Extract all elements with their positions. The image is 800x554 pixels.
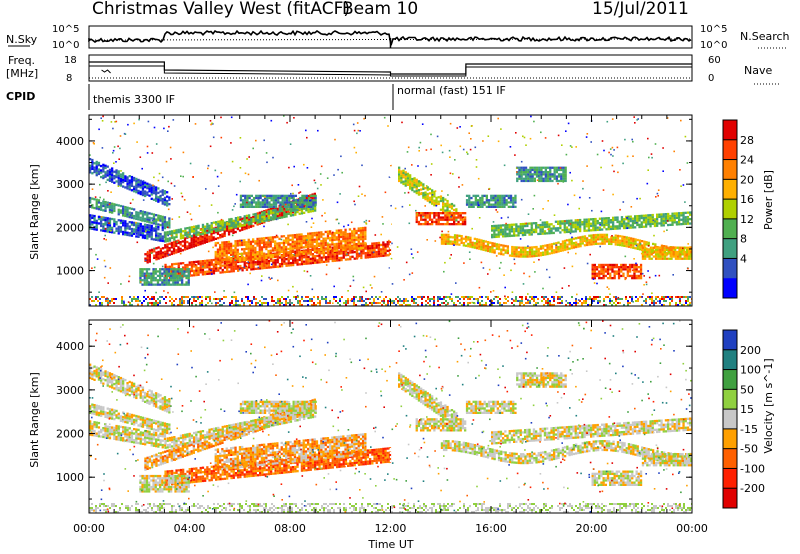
freq-unit: [MHz] [6,67,38,80]
nsearch-label: N.Search [740,30,790,43]
nave-label: Nave [744,64,772,77]
velocity-heatmap [89,320,692,513]
power-colorbar-tick: 12 [740,213,754,226]
velocity-ytick-label: 4000 [56,340,84,353]
x-axis-label: Time UT [367,538,413,551]
power-heatmap [89,115,692,306]
cpid-mode-themis: themis 3300 IF [93,93,175,106]
velocity-colorbar-tick: -100 [740,462,765,475]
power-colorbar-swatch [723,179,737,200]
power-colorbar-tick: 20 [740,173,754,186]
velocity-colorbar-swatch [723,369,737,390]
nsearch-tick-low: 10^0 [700,40,727,51]
cpid-label: CPID [6,90,35,103]
velocity-colorbar-swatch [723,428,737,450]
velocity-ytick-label: 2000 [56,428,84,441]
power-colorbar-swatch [723,218,737,240]
cpid-mode-normal: normal (fast) 151 IF [397,84,506,97]
x-tick-label: 20:00 [576,522,608,535]
velocity-colorbar-tick: -15 [740,423,758,436]
nsky-label: N.Sky [6,33,38,46]
velocity-colorbar-tick: 100 [740,364,761,377]
velocity-colorbar-swatch [723,349,737,371]
power-colorbar-swatch [723,278,737,299]
x-tick-label: 00:00 [73,522,105,535]
power-colorbar-label: Power [dB] [762,170,775,230]
power-colorbar-swatch [723,199,737,220]
velocity-colorbar-swatch [723,488,737,509]
velocity-colorbar-tick: 50 [740,383,754,396]
freq-trace [89,61,692,79]
nsky-tick-high: 10^5 [52,24,79,35]
power-ytick-label: 2000 [56,221,84,234]
nsky-tick-low: 10^0 [52,40,79,51]
x-tick-label: 12:00 [375,522,407,535]
x-tick-label: 04:00 [174,522,206,535]
power-colorbar: 28 24 20 16 12 8 4 [722,119,754,299]
power-y-axis: 1000 2000 3000 4000 [56,118,692,293]
velocity-colorbar-tick: -200 [740,482,765,495]
power-ytick-label: 3000 [56,178,84,191]
velocity-colorbar-swatch [723,448,737,469]
power-ytick-label: 1000 [56,265,84,278]
freq-tick-low: 8 [66,73,72,84]
freq-tick-high: 18 [64,55,77,66]
nsearch-tick-high: 10^5 [700,24,727,35]
power-ylabel: Slant Range [km] [28,164,41,260]
nave-tick-low: 0 [708,73,714,84]
beam-label: Beam 10 [342,0,418,19]
velocity-colorbar-swatch [723,330,737,351]
velocity-y-axis: 1000 2000 3000 4000 [56,323,692,500]
nave-tick-high: 60 [708,55,721,66]
velocity-colorbar-tick: 15 [740,403,754,416]
power-colorbar-tick: 8 [740,233,747,246]
nsky-trace [88,29,693,48]
date-label: 15/Jul/2011 [592,0,689,19]
velocity-colorbar-label: Velocity [m s^-1] [762,358,775,453]
power-colorbar-tick: 24 [740,154,754,167]
power-colorbar-swatch [723,120,737,141]
velocity-colorbar: 200 100 50 15 -15 -50 -100 -200 [722,329,765,509]
power-colorbar-swatch [723,258,737,279]
velocity-ylabel: Slant Range [km] [28,372,41,468]
velocity-colorbar-swatch [723,468,737,489]
velocity-ytick-label: 1000 [56,471,84,484]
power-colorbar-tick: 28 [740,134,754,147]
velocity-colorbar-swatch [723,409,737,430]
freq-panel [88,54,693,82]
velocity-colorbar-tick: 200 [740,344,761,357]
power-ytick-label: 4000 [56,135,84,148]
chart-title: Christmas Valley West (fitACF) [92,0,350,19]
x-tick-label: 08:00 [274,522,306,535]
power-colorbar-swatch [723,238,737,259]
x-tick-label: 00:00 [676,522,708,535]
power-colorbar-tick: 16 [740,193,754,206]
power-colorbar-swatch [723,139,737,161]
time-axis: 00:00 04:00 08:00 12:00 16:00 20:00 00:00 [73,115,708,535]
x-tick-label: 16:00 [475,522,507,535]
velocity-colorbar-swatch [723,389,737,410]
velocity-colorbar-tick: -50 [740,443,758,456]
power-colorbar-swatch [723,159,737,180]
power-colorbar-tick: 4 [740,252,747,265]
velocity-ytick-label: 3000 [56,384,84,397]
freq-label: Freq. [8,54,35,67]
